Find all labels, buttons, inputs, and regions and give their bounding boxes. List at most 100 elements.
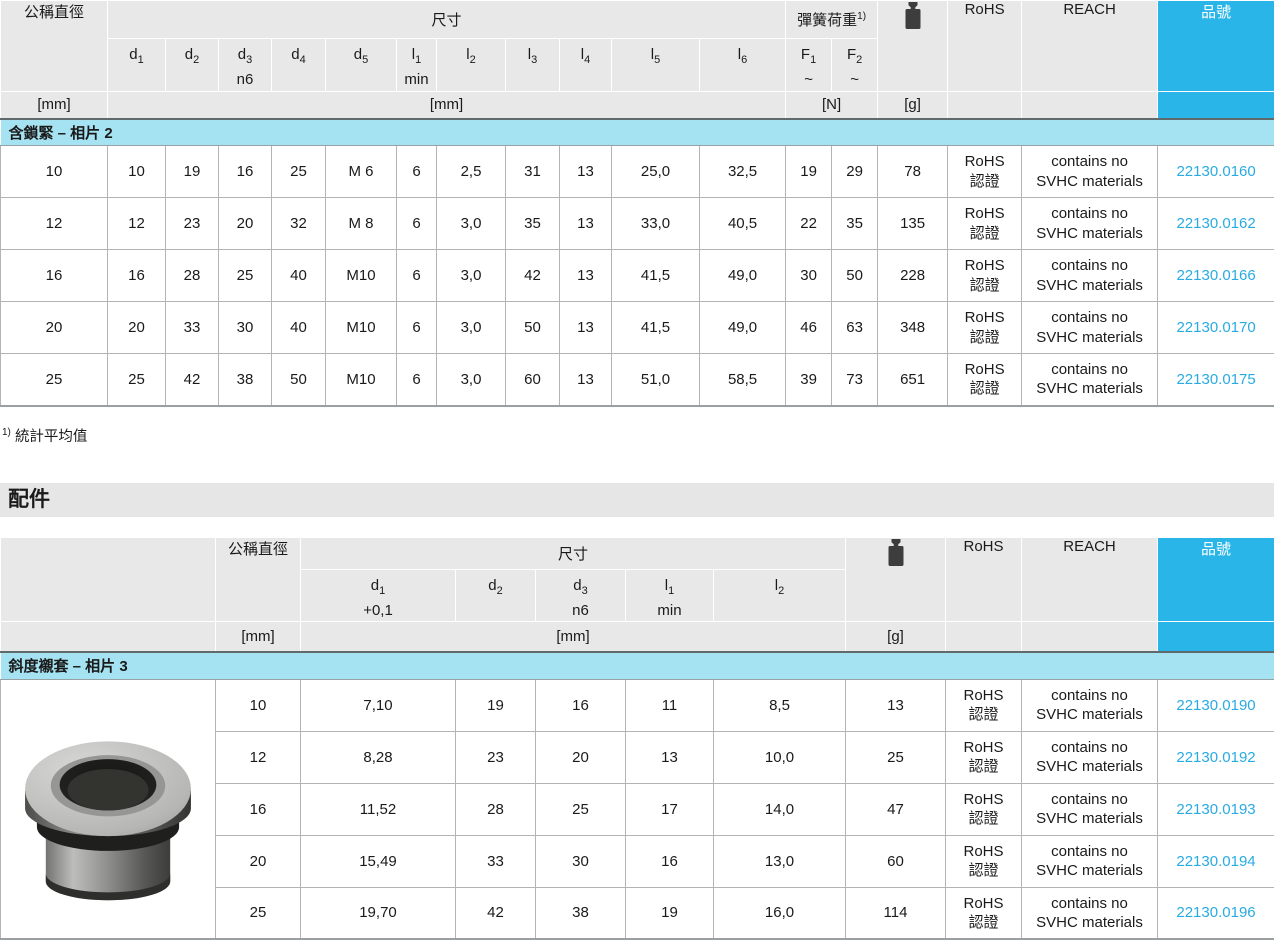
col-header-rohs: RoHS [948,1,1022,92]
part-number-link[interactable]: 22130.0175 [1158,354,1274,406]
cell: 35 [506,198,560,250]
cell: 19 [626,887,714,939]
cell: M10 [326,302,397,354]
cell: 50 [506,302,560,354]
cell: 28 [456,783,536,835]
cell: 22 [786,198,832,250]
cell: 25 [272,146,326,198]
cell: 25 [219,250,272,302]
cell: 39 [786,354,832,406]
cell: 50 [832,250,878,302]
cell: 19,70 [301,887,456,939]
cell: 30 [786,250,832,302]
col-header-f1: F1~ [786,39,832,92]
cell: 33 [166,302,219,354]
col-header-part-number: 品號 [1158,537,1274,622]
cell: 10 [216,679,301,731]
part-number-link[interactable]: 22130.0170 [1158,302,1274,354]
cell: 13 [560,354,612,406]
cell: 12 [216,731,301,783]
cell: 60 [846,835,946,887]
col-header-reach: REACH [1022,1,1158,92]
col-header-d4: d4 [272,39,326,92]
cell: 19 [456,679,536,731]
part-number-link[interactable]: 22130.0196 [1158,887,1274,939]
part-number-link[interactable]: 22130.0190 [1158,679,1274,731]
cell: 30 [219,302,272,354]
part-number-link[interactable]: 22130.0166 [1158,250,1274,302]
col-header-d2: d2 [456,569,536,622]
part-number-link[interactable]: 22130.0162 [1158,198,1274,250]
part-number-link[interactable]: 22130.0194 [1158,835,1274,887]
cell: 17 [626,783,714,835]
cell: 23 [456,731,536,783]
cell: 58,5 [700,354,786,406]
col-header-d2: d2 [166,39,219,92]
footnote: 1) 統計平均值 [2,425,1274,446]
cell: 10 [1,146,108,198]
cell: 60 [506,354,560,406]
cell: 16 [216,783,301,835]
part-number-link[interactable]: 22130.0192 [1158,731,1274,783]
cell: 33 [456,835,536,887]
col-header-reach: REACH [1022,537,1158,622]
cell: 6 [397,198,437,250]
cell: 25 [108,354,166,406]
cell: 23 [166,198,219,250]
col-header-l2: l2 [714,569,846,622]
unit-empty [1158,622,1274,652]
cell: 25 [216,887,301,939]
cell: 12 [108,198,166,250]
cell: 38 [536,887,626,939]
cell: 3,0 [437,354,506,406]
col-header-l6: l6 [700,39,786,92]
col-header-d1: d1 [108,39,166,92]
cell: 73 [832,354,878,406]
cell: 42 [166,354,219,406]
cell: 14,0 [714,783,846,835]
cell: 10,0 [714,731,846,783]
cell: 6 [397,302,437,354]
cell: M10 [326,354,397,406]
cell: 228 [878,250,948,302]
cell: 6 [397,146,437,198]
unit-empty [1,622,216,652]
cell: 40 [272,250,326,302]
cell: 16 [108,250,166,302]
unit-empty [946,622,1022,652]
cell: 25,0 [612,146,700,198]
part-number-link[interactable]: 22130.0193 [1158,783,1274,835]
unit-mm: [mm] [216,622,301,652]
accessories-heading: 配件 [0,483,1274,517]
taper-bushing-photo [1,679,216,939]
part-number-link[interactable]: 22130.0160 [1158,146,1274,198]
cell: 20 [216,835,301,887]
cell: 78 [878,146,948,198]
cell: 11 [626,679,714,731]
cell: 13 [560,198,612,250]
col-header-nominal-diameter: 公稱直徑 [216,537,301,622]
cell: 35 [832,198,878,250]
col-header-l4: l4 [560,39,612,92]
cell: 3,0 [437,302,506,354]
cell: 63 [832,302,878,354]
col-header-f2: F2~ [832,39,878,92]
cell: 51,0 [612,354,700,406]
col-header-spring-load: 彈簧荷重1) [786,1,878,39]
cell: 50 [272,354,326,406]
cell: 15,49 [301,835,456,887]
